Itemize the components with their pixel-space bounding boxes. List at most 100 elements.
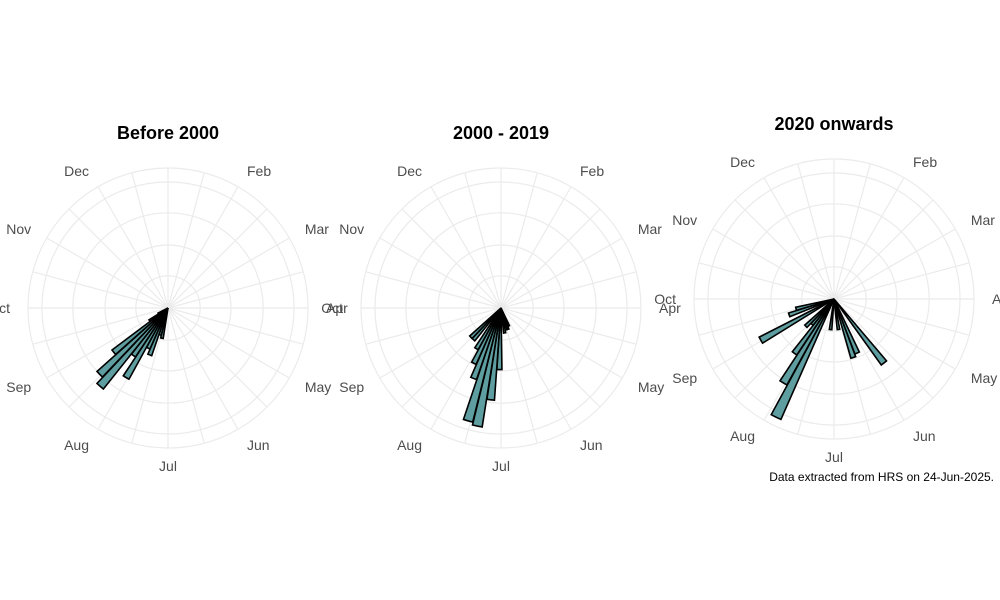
grid-spoke	[500, 307, 572, 430]
month-label-feb: Feb	[580, 163, 604, 179]
rose-bar	[833, 298, 857, 360]
grid-spoke	[734, 199, 835, 300]
month-label-sep: Sep	[672, 370, 697, 386]
grid-spoke	[500, 237, 623, 309]
rose-bar	[95, 307, 169, 379]
month-label-feb: Feb	[247, 163, 271, 179]
grid-spoke	[46, 307, 169, 379]
grid-spoke	[68, 208, 169, 309]
grid-spoke	[32, 271, 169, 309]
bars	[95, 307, 169, 391]
grid-spoke	[379, 237, 502, 309]
grid-spoke	[500, 307, 623, 379]
month-label-jun: Jun	[580, 437, 603, 453]
grid-spoke	[97, 186, 169, 309]
grid-spoke	[167, 271, 304, 309]
grid-spoke	[833, 163, 871, 300]
rose-bar	[110, 307, 169, 356]
grid-spoke	[833, 298, 905, 421]
grid-spoke	[131, 172, 169, 309]
month-label-dec: Dec	[397, 163, 422, 179]
grid-spoke	[167, 307, 239, 430]
grid-spoke	[833, 228, 956, 300]
month-label-jul: Jul	[159, 458, 177, 474]
grid-spoke	[833, 199, 934, 300]
grid-spoke	[379, 307, 502, 379]
month-label-may: May	[305, 379, 331, 395]
panel-title: Before 2000	[117, 123, 219, 143]
month-label-jun: Jun	[913, 428, 936, 444]
grid-spoke	[167, 307, 304, 345]
month-label-nov: Nov	[672, 212, 697, 228]
month-label-feb: Feb	[913, 154, 937, 170]
month-label-oct: Oct	[0, 300, 10, 316]
bars	[462, 307, 511, 428]
polar-grid	[693, 158, 975, 440]
bars	[758, 298, 888, 421]
grid-spoke	[833, 298, 970, 336]
rose-bar	[95, 307, 169, 391]
month-label-jul: Jul	[492, 458, 510, 474]
rose-bar	[794, 298, 835, 312]
grid-spoke	[500, 307, 601, 408]
month-labels: Feb Mar Apr May Jun Jul Aug Sep Oct Nov Dec	[321, 163, 681, 474]
grid-spoke	[365, 271, 502, 309]
month-label-jul: Jul	[825, 449, 843, 465]
grid-spoke	[167, 208, 268, 309]
panel-before-2000: Feb Mar Apr May Jun Jul Aug Sep Oct Nov Dec Before …	[0, 123, 348, 474]
month-label-may: May	[971, 370, 997, 386]
month-label-aug: Aug	[730, 428, 755, 444]
month-label-mar: Mar	[305, 221, 329, 237]
month-label-mar: Mar	[638, 221, 662, 237]
month-label-sep: Sep	[6, 379, 31, 395]
grid-spoke	[430, 186, 502, 309]
grid-spoke	[464, 172, 502, 309]
month-labels: Feb Mar Apr May Jun Jul Aug Sep Oct Nov Dec	[654, 154, 1000, 465]
rose-bar	[833, 298, 888, 367]
grid-spoke	[167, 307, 205, 444]
grid-spoke	[167, 186, 239, 309]
grid-spoke	[763, 177, 835, 300]
grid-spoke	[500, 172, 538, 309]
grid-spoke	[698, 262, 835, 300]
month-label-aug: Aug	[64, 437, 89, 453]
grid-spoke	[167, 237, 290, 309]
grid-spoke	[833, 298, 934, 399]
panel-2020-onwards: Feb Mar Apr May Jun Jul Aug Sep Oct Nov Dec 2020 on…	[654, 114, 1000, 465]
grid-spoke	[833, 298, 956, 370]
grid-spoke	[46, 237, 169, 309]
month-label-dec: Dec	[64, 163, 89, 179]
rose-bar	[468, 307, 502, 340]
data-source-caption: Data extracted from HRS on 24-Jun-2025.	[769, 470, 994, 484]
month-label-may: May	[638, 379, 664, 395]
panel-title: 2000 - 2019	[453, 123, 549, 143]
grid-spoke	[833, 177, 905, 300]
month-label-sep: Sep	[339, 379, 364, 395]
month-label-oct: Oct	[654, 291, 676, 307]
month-label-aug: Aug	[397, 437, 422, 453]
grid-spoke	[167, 307, 268, 408]
grid-spoke	[167, 307, 290, 379]
rose-bar	[803, 298, 835, 329]
polar-grid	[360, 167, 642, 449]
panel-2000-2019: Feb Mar Apr May Jun Jul Aug Sep Oct Nov Dec 2000 - …	[321, 123, 681, 474]
month-labels: Feb Mar Apr May Jun Jul Aug Sep Oct Nov Dec	[0, 163, 348, 474]
month-label-nov: Nov	[6, 221, 31, 237]
polar-grid	[27, 167, 309, 449]
panel-title: 2020 onwards	[774, 114, 893, 134]
grid-spoke	[712, 228, 835, 300]
rose-bar	[787, 298, 835, 318]
grid-spoke	[797, 163, 835, 300]
month-label-nov: Nov	[339, 221, 364, 237]
grid-spoke	[500, 271, 637, 309]
month-label-oct: Oct	[321, 300, 343, 316]
month-label-dec: Dec	[730, 154, 755, 170]
month-label-apr: Apr	[992, 291, 1000, 307]
grid-spoke	[500, 307, 538, 444]
grid-spoke	[500, 307, 637, 345]
rose-bar	[156, 307, 169, 315]
grid-spoke	[797, 298, 835, 435]
month-label-apr: Apr	[659, 300, 681, 316]
grid-spoke	[167, 172, 205, 309]
